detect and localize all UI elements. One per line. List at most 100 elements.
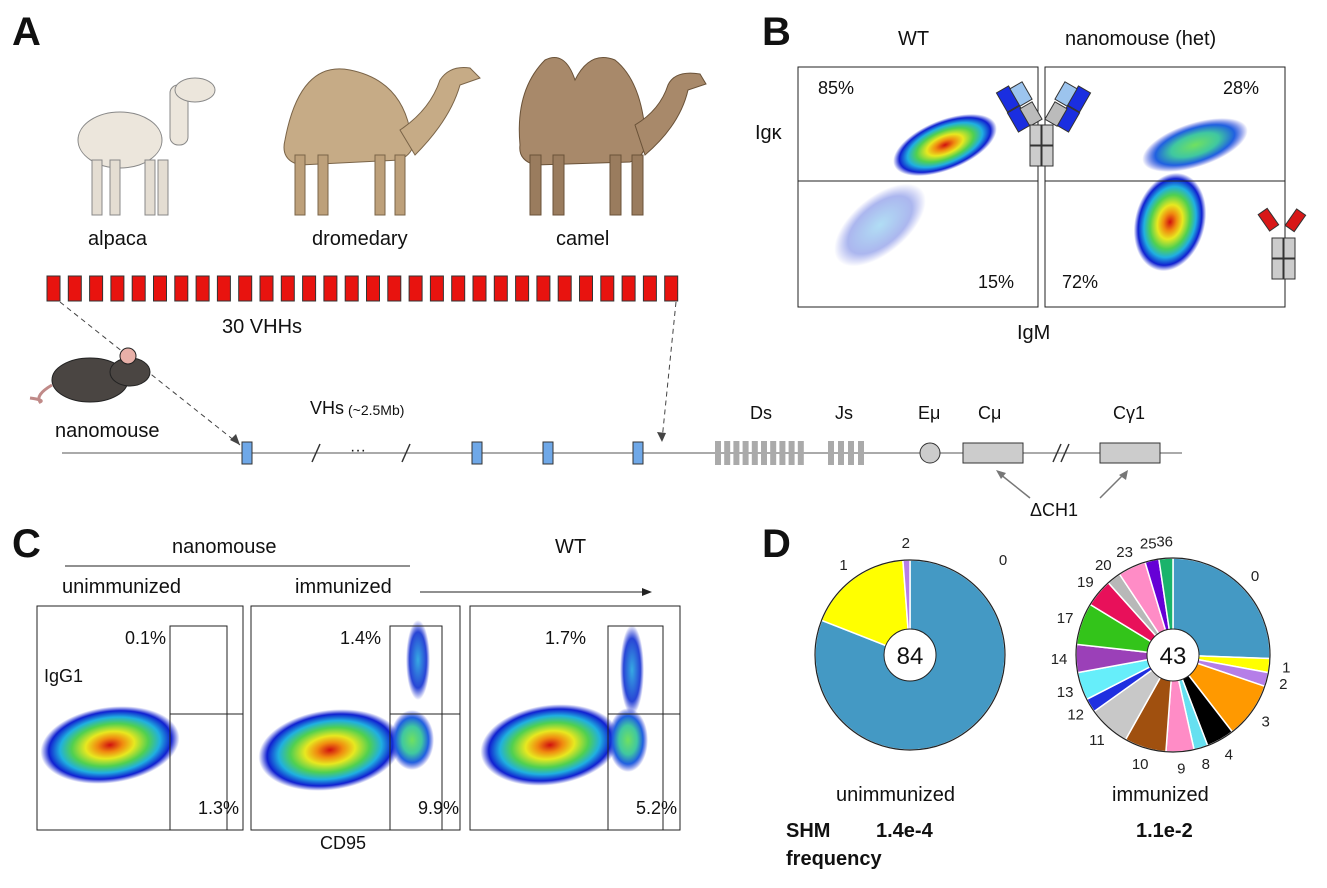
emu-label: Eμ bbox=[918, 403, 941, 423]
pie-slice-label: 12 bbox=[1067, 706, 1084, 723]
condition-immunized: immunized bbox=[295, 576, 392, 598]
arrowhead-icon bbox=[657, 432, 666, 442]
animal-label-alpaca: alpaca bbox=[88, 228, 147, 250]
vhh-segment bbox=[621, 275, 636, 302]
vhh-segment bbox=[46, 275, 61, 302]
pie-center-label: 84 bbox=[897, 643, 924, 670]
shm-label: SHM bbox=[786, 820, 831, 842]
emu-enhancer bbox=[919, 442, 941, 464]
j-segment bbox=[848, 441, 854, 465]
vhh-segment bbox=[387, 275, 402, 302]
vhh-segment bbox=[302, 275, 317, 302]
plot-title-wt: WT bbox=[898, 28, 930, 50]
pie-slice-label: 8 bbox=[1202, 756, 1210, 773]
vhh-segment bbox=[642, 275, 657, 302]
pie-slice-label: 10 bbox=[1132, 756, 1149, 773]
vh-segment bbox=[632, 441, 644, 465]
ellipsis: ··· bbox=[350, 442, 366, 459]
gate-percent: 85% bbox=[818, 78, 855, 98]
gate-percent: 1.3% bbox=[198, 798, 240, 818]
pie-slice-label: 0 bbox=[999, 552, 1007, 569]
vhh-segment bbox=[493, 275, 508, 302]
vhh-segment bbox=[280, 275, 295, 302]
dashed-arrow-left bbox=[59, 301, 241, 446]
vhh-segment bbox=[174, 275, 189, 302]
pie-slice-label: 25 bbox=[1140, 536, 1157, 553]
d-segment bbox=[761, 441, 767, 465]
d-segment bbox=[770, 441, 777, 465]
pie-slice-label: 4 bbox=[1225, 746, 1233, 763]
pie-slice-label: 2 bbox=[1279, 676, 1287, 693]
vhh-segment bbox=[238, 275, 253, 302]
vhh-segment bbox=[579, 275, 593, 302]
alpaca-illustration bbox=[77, 77, 216, 216]
d-segment bbox=[779, 441, 786, 465]
d-segment bbox=[733, 441, 740, 465]
flow-plot-c-wt bbox=[469, 605, 681, 831]
panel-label-c: C bbox=[12, 522, 41, 566]
pie-slice-label: 14 bbox=[1051, 651, 1068, 668]
panel-label-a: A bbox=[12, 10, 41, 54]
vhh-segment bbox=[110, 275, 125, 302]
vhh-segment bbox=[557, 275, 572, 302]
j-segment bbox=[858, 441, 864, 465]
y-axis-label: IgG1 bbox=[44, 666, 84, 686]
js-label: Js bbox=[835, 403, 853, 423]
x-axis-label: IgM bbox=[1017, 322, 1051, 344]
gate-percent: 28% bbox=[1223, 78, 1260, 98]
vhh-segment bbox=[344, 275, 359, 302]
group-label-nanomouse: nanomouse bbox=[172, 536, 277, 558]
d-segment bbox=[788, 441, 795, 465]
pie-slice-label: 2 bbox=[902, 535, 910, 552]
plot-title-nanomouse: nanomouse (het) bbox=[1065, 28, 1217, 50]
vhh-segment bbox=[451, 275, 466, 302]
mouse-illustration bbox=[29, 347, 151, 404]
vhs-label: VHs bbox=[310, 398, 345, 418]
animal-label-camel: camel bbox=[556, 228, 610, 250]
vhh-segment bbox=[472, 275, 487, 302]
flow-plot-c-unimmunized bbox=[36, 605, 244, 831]
vhh-segment bbox=[89, 275, 104, 302]
vhh-segment bbox=[153, 275, 167, 302]
vhh-segment bbox=[131, 275, 146, 302]
pie-chart-unimmunized: 0 1 2 84 bbox=[814, 535, 1007, 751]
pie-title-unimmunized: unimmunized bbox=[836, 784, 955, 806]
dashed-arrow-right bbox=[661, 301, 677, 441]
cg1-segment bbox=[1099, 442, 1161, 464]
x-axis-label: CD95 bbox=[320, 833, 367, 853]
shm-frequency-unimmunized: 1.4e-4 bbox=[876, 820, 933, 842]
gate-percent: 5.2% bbox=[636, 798, 678, 818]
vhh-segment bbox=[429, 275, 444, 302]
pie-slice-label: 11 bbox=[1089, 732, 1105, 749]
camel-illustration bbox=[518, 57, 707, 216]
igh-locus-diagram bbox=[62, 441, 1182, 499]
gate-percent: 72% bbox=[1062, 272, 1099, 292]
vhh-segment bbox=[536, 275, 551, 302]
pie-center bbox=[1146, 628, 1200, 682]
d-segment bbox=[715, 441, 721, 465]
gate-percent: 9.9% bbox=[418, 798, 460, 818]
flow-plot-b-nanomouse bbox=[1044, 66, 1286, 308]
d-segment bbox=[797, 441, 804, 465]
d-segment bbox=[742, 441, 749, 465]
gate-percent: 15% bbox=[978, 272, 1015, 292]
pie-slice-label: 17 bbox=[1057, 610, 1074, 627]
arrowhead-icon bbox=[230, 434, 240, 445]
vhh-segment bbox=[259, 275, 274, 302]
d-segment bbox=[724, 441, 731, 465]
dch1-label: ΔCH1 bbox=[1030, 500, 1079, 520]
pie-slice-label: 13 bbox=[1057, 684, 1074, 701]
vhh-segment bbox=[664, 275, 679, 302]
mouse-label: nanomouse bbox=[55, 420, 160, 442]
pie-title-immunized: immunized bbox=[1112, 784, 1209, 806]
vhh-segment bbox=[366, 275, 380, 302]
panel-label-d: D bbox=[762, 522, 791, 566]
cg1-label: Cγ1 bbox=[1113, 403, 1146, 423]
vhh-segment bbox=[600, 275, 615, 302]
ds-label: Ds bbox=[750, 403, 772, 423]
flow-plot-c-immunized bbox=[250, 605, 461, 831]
arrowhead-icon bbox=[642, 588, 652, 596]
vhs-size-label: (~2.5Mb) bbox=[348, 402, 405, 418]
heavy-chain-only-antibody-icon bbox=[1257, 207, 1307, 280]
